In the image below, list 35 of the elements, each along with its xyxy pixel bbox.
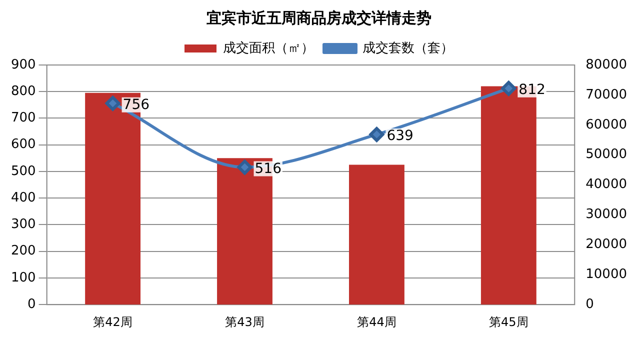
y2-tick-label: 10000 (586, 267, 628, 282)
y-tick-label: 0 (28, 296, 36, 312)
legend-label: 成交面积（㎡） (223, 40, 314, 56)
y-tick-label: 700 (10, 110, 36, 126)
legend-label: 成交套数（套） (362, 40, 454, 56)
y2-tick-label: 40000 (586, 177, 628, 192)
y-tick-label: 900 (10, 57, 36, 72)
y-tick-label: 500 (10, 164, 36, 179)
y-tick-label: 600 (10, 137, 36, 152)
data-label: 812 (518, 82, 546, 98)
y-tick-label: 100 (10, 270, 36, 286)
y-tick-label: 300 (10, 217, 36, 232)
chart-title: 宜宾市近五周商品房成交详情走势 (206, 8, 432, 27)
data-label: 516 (254, 160, 282, 177)
y2-tick-label: 70000 (586, 87, 628, 102)
y-tick-label: 800 (10, 84, 36, 99)
x-tick-label: 第44周 (357, 314, 396, 329)
data-label: 639 (386, 128, 414, 144)
y2-tick-label: 80000 (586, 57, 628, 72)
y2-tick-label: 60000 (586, 117, 628, 132)
point (237, 160, 252, 175)
point (501, 80, 516, 96)
y2-tick-label: 50000 (586, 147, 628, 162)
point (369, 126, 384, 142)
x-tick-label: 第42周 (93, 314, 132, 329)
data-label: 756 (122, 96, 150, 113)
x-tick-label: 第45周 (489, 314, 528, 329)
y2-tick-label: 0 (586, 296, 594, 312)
y-tick-label: 400 (10, 190, 36, 206)
point (105, 96, 120, 111)
y2-tick-label: 20000 (586, 237, 628, 252)
y-tick-label: 200 (10, 244, 36, 259)
x-tick-label: 第43周 (225, 314, 264, 329)
y2-tick-label: 30000 (586, 207, 628, 222)
bar (348, 164, 404, 305)
